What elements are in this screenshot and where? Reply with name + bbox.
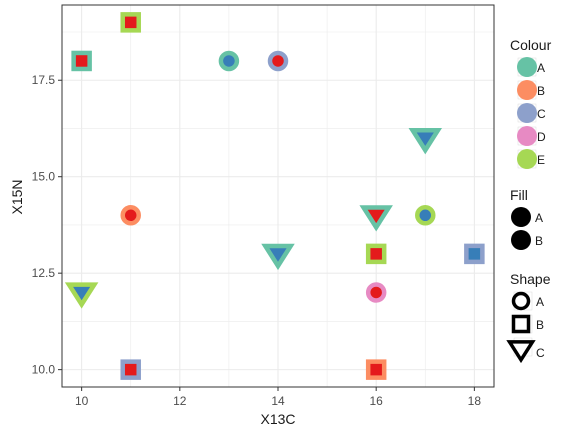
x-tick-label: 12 xyxy=(173,394,187,408)
shape-legend-swatch xyxy=(511,291,531,311)
shape-legend-label: C xyxy=(536,346,545,360)
y-tick-label: 15.0 xyxy=(32,170,56,184)
data-point xyxy=(71,50,92,72)
colour-legend-label: D xyxy=(537,130,546,144)
shape-legend-swatch xyxy=(506,340,536,364)
fill-legend-title: Fill xyxy=(510,187,528,203)
data-point xyxy=(261,243,295,271)
x-tick-label: 10 xyxy=(75,394,89,408)
colour-legend-label: E xyxy=(537,153,545,167)
colour-legend-label: A xyxy=(537,61,545,75)
colour-legend-swatch xyxy=(517,149,537,169)
y-tick-label: 10.0 xyxy=(32,363,56,377)
data-point xyxy=(415,205,436,226)
shape-legend-label: B xyxy=(536,318,544,332)
colour-legend-swatch xyxy=(517,57,537,77)
x-tick-label: 16 xyxy=(370,394,384,408)
shape-legend-swatch xyxy=(511,314,531,334)
y-axis-title: X15N xyxy=(9,179,25,214)
data-point xyxy=(359,205,393,232)
data-point xyxy=(120,12,141,33)
colour-legend-title: Colour xyxy=(510,37,552,53)
axes: X13C X15N 10 12 14 16 18 10.0 12.5 15.0 17.5 xyxy=(9,73,481,427)
fill-legend-swatch xyxy=(511,207,531,227)
data-point xyxy=(408,128,443,155)
plot-area xyxy=(61,4,495,388)
x-axis-title: X13C xyxy=(260,411,295,427)
data-point xyxy=(120,359,141,380)
colour-legend-label: C xyxy=(537,107,546,121)
fill-legend-label: A xyxy=(535,211,543,225)
x-tick-label: 18 xyxy=(468,394,482,408)
colour-legend-swatch xyxy=(517,103,537,123)
y-tick-label: 12.5 xyxy=(32,266,56,280)
colour-legend-label: B xyxy=(537,84,545,98)
fill-legend-swatch xyxy=(511,230,531,250)
shape-legend-label: A xyxy=(536,295,544,309)
fill-legend-label: B xyxy=(535,234,543,248)
data-point xyxy=(218,50,240,72)
y-tick-label: 17.5 xyxy=(32,73,56,87)
colour-legend-swatch xyxy=(517,80,537,100)
data-point xyxy=(64,282,99,309)
data-point xyxy=(267,50,289,72)
data-point xyxy=(464,243,485,265)
x-tick-label: 14 xyxy=(271,394,285,408)
data-point xyxy=(365,359,387,380)
shape-legend-title: Shape xyxy=(510,271,551,287)
data-point xyxy=(120,205,141,226)
colour-legend-swatch xyxy=(517,126,537,146)
data-point xyxy=(365,282,387,303)
data-point xyxy=(365,243,387,265)
